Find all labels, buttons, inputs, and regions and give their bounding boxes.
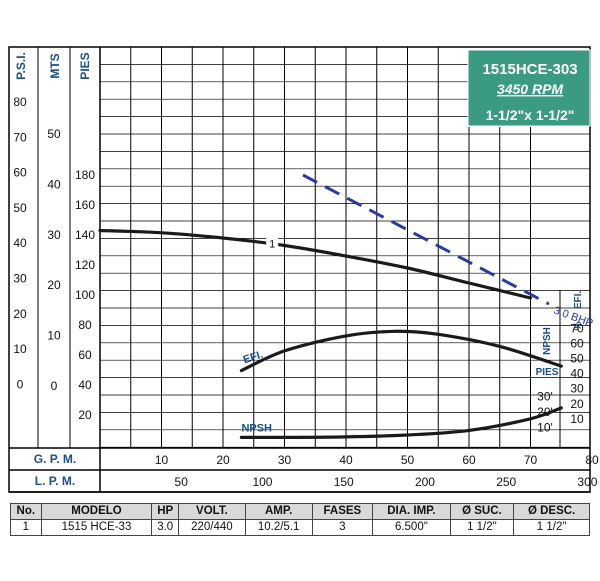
series-line-1 (98, 228, 533, 300)
gpm-axis-label: G. P. M. (34, 452, 76, 466)
efi-tick: 30 (570, 382, 584, 396)
pies-tick: 180 (75, 168, 95, 182)
mts-tick: 20 (47, 278, 61, 292)
series-line-npsh (239, 406, 563, 439)
pies-tick: 80 (78, 318, 92, 332)
spec-cell: 3 (311, 519, 374, 536)
efi-unit-label: % (573, 321, 584, 330)
spec-table: No. MODELO HP VOLT. AMP. FASES DIA. IMP. Ø SUC.… (10, 503, 590, 536)
lpm-tick: 150 (334, 475, 354, 489)
gpm-tick: 10 (155, 453, 169, 467)
lpm-tick: 300 (577, 475, 597, 489)
pies-tick: 160 (75, 198, 95, 212)
spec-row: 1 1515 HCE-33 3.0 220/440 10.2/5.1 3 6.500" 1 1… (10, 519, 590, 536)
mts-tick: 50 (47, 127, 61, 141)
gpm-tick: 50 (401, 453, 415, 467)
psi-tick: 70 (13, 130, 27, 144)
psi-tick: 40 (13, 236, 27, 250)
pump-curve-chart: P.S.I. MTS PIES807060504030201005040302010… (8, 46, 599, 493)
title-model: 1515HCE-303 (482, 61, 577, 78)
npsh-tick: 30' (537, 390, 553, 404)
spec-cell: 1 (10, 519, 42, 536)
mts-tick: 0 (51, 379, 58, 393)
lpm-axis-label: L. P. M. (35, 474, 75, 488)
spec-header-cell: VOLT. (178, 503, 246, 520)
series-label-npsh: NPSH (241, 422, 272, 434)
spec-cell: 220/440 (178, 519, 246, 536)
curves (98, 173, 563, 439)
gpm-tick: 40 (339, 453, 353, 467)
mts-tick: 10 (47, 329, 61, 343)
npsh-pies-label: PIES (536, 367, 559, 378)
spec-cell: 1 1/2" (513, 519, 590, 536)
spec-header-cell: AMP. (244, 503, 313, 520)
pies-tick: 40 (78, 378, 92, 392)
spec-header-cell: DIA. IMP. (372, 503, 451, 520)
series-line-bhp (302, 173, 550, 306)
axis-labels: P.S.I. MTS PIES807060504030201005040302010… (13, 52, 599, 489)
gpm-tick: 20 (216, 453, 230, 467)
psi-tick: 0 (17, 377, 24, 391)
spec-cell: 6.500" (372, 519, 451, 536)
lpm-tick: 200 (415, 475, 435, 489)
efi-tick: 10 (570, 412, 584, 426)
spec-header-cell: FASES (311, 503, 374, 520)
gpm-tick: 60 (462, 453, 476, 467)
label-backdrop (266, 235, 279, 250)
spec-table-header-row: No. MODELO HP VOLT. AMP. FASES DIA. IMP. Ø SUC.… (10, 503, 590, 520)
efi-tick: 20 (570, 397, 584, 411)
mts-axis-label: MTS (48, 53, 62, 78)
pies-tick: 100 (75, 288, 95, 302)
efi-tick: 50 (570, 352, 584, 366)
psi-tick: 10 (13, 342, 27, 356)
mts-tick: 40 (47, 177, 61, 191)
pies-tick: 20 (78, 408, 92, 422)
spec-header-cell: Ø SUC. (449, 503, 515, 520)
pies-axis-label: PIES (78, 52, 92, 79)
gpm-tick: 30 (278, 453, 292, 467)
psi-tick: 30 (13, 272, 27, 286)
psi-tick: 60 (13, 166, 27, 180)
psi-tick: 20 (13, 307, 27, 321)
series-line-efi (239, 329, 563, 373)
npsh-tick: 20' (537, 405, 553, 419)
efi-tick: 70 (570, 321, 584, 335)
spec-header-cell: MODELO (40, 503, 153, 520)
series-label-efi: EFI. (242, 349, 265, 367)
efi-tick: 60 (570, 336, 584, 350)
spec-table-body: 1 1515 HCE-33 3.0 220/440 10.2/5.1 3 6.500" 1 1… (10, 519, 590, 536)
npsh-tick: 10' (537, 421, 553, 435)
psi-tick: 80 (13, 95, 27, 109)
spec-cell: 3.0 (151, 519, 180, 536)
mts-tick: 30 (47, 228, 61, 242)
title-size: 1-1/2"x 1-1/2" (486, 107, 575, 123)
pies-tick: 140 (75, 228, 95, 242)
efi-axis-label: EFI. (573, 291, 584, 310)
spec-header-cell: HP (151, 503, 180, 520)
efi-tick: 40 (570, 367, 584, 381)
spec-header-cell: Ø DESC. (513, 503, 590, 520)
grid (8, 46, 591, 493)
title-background (467, 49, 591, 127)
gpm-tick: 80 (585, 453, 599, 467)
series-label-head: 1 (269, 238, 275, 250)
lpm-tick: 250 (496, 475, 516, 489)
spec-cell: 1515 HCE-33 (40, 519, 153, 536)
spec-header-cell: No. (10, 503, 42, 520)
gpm-tick: 70 (524, 453, 538, 467)
lpm-tick: 50 (175, 475, 189, 489)
npsh-axis-label: NPSH (542, 327, 553, 355)
title-rpm: 3450 RPM (497, 81, 563, 97)
lpm-tick: 100 (252, 475, 272, 489)
psi-axis-label: P.S.I. (14, 52, 28, 80)
spec-cell: 10.2/5.1 (244, 519, 313, 536)
pies-tick: 120 (75, 258, 95, 272)
title-box: 1515HCE-303 3450 RPM 1-1/2"x 1-1/2" (467, 49, 591, 127)
spec-cell: 1 1/2" (449, 519, 515, 536)
psi-tick: 50 (13, 201, 27, 215)
pies-tick: 60 (78, 348, 92, 362)
